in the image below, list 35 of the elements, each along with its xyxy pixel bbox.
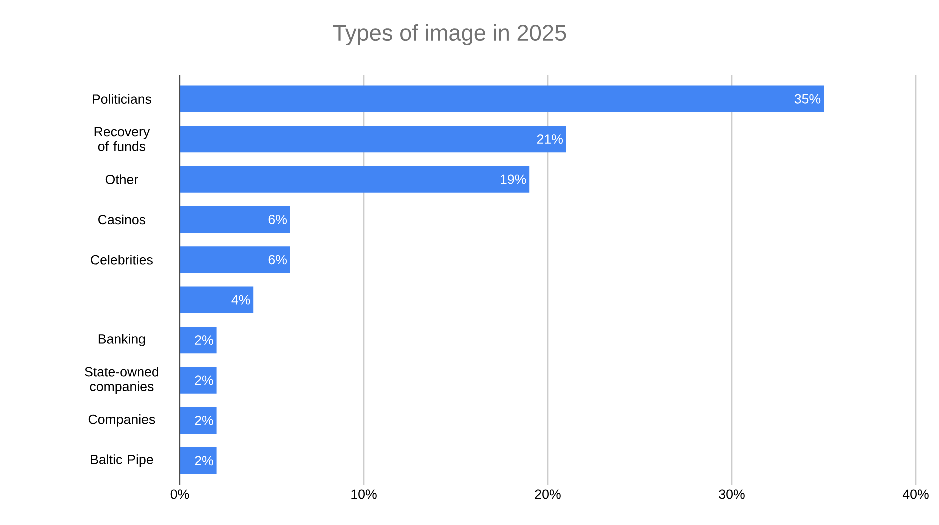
bar <box>180 286 254 314</box>
data-label: 2% <box>195 416 214 426</box>
bar <box>180 86 824 112</box>
data-label: 19% <box>501 174 526 184</box>
y-tick-label: Banking <box>98 334 146 347</box>
x-tick-label: 30% <box>719 490 745 500</box>
bar <box>180 448 217 474</box>
bar <box>180 326 217 354</box>
bar <box>180 126 566 153</box>
x-tick-label: 0% <box>170 490 190 500</box>
bar <box>180 407 217 434</box>
bar <box>180 166 530 193</box>
bar <box>180 367 217 394</box>
x-tick-label: 40% <box>902 490 929 500</box>
data-label: 2% <box>195 336 214 345</box>
x-tick-label: 10% <box>352 490 377 500</box>
data-label: 6% <box>268 214 288 224</box>
data-label: 4% <box>232 295 250 305</box>
data-label: 21% <box>537 134 564 144</box>
y-tick-label: State-owned companies <box>85 366 159 394</box>
y-tick-label: Celebrities <box>91 255 153 265</box>
y-tick-label: Companies <box>88 414 156 427</box>
y-tick-label: Baltic Pipe <box>91 454 154 468</box>
data-label: 35% <box>794 94 821 104</box>
x-tick-label: 20% <box>535 490 561 500</box>
y-tick-label: Recovery of funds <box>94 127 150 152</box>
chart-title: Types of image in 2025 <box>333 24 566 46</box>
y-tick-label: Politicians <box>93 94 152 104</box>
data-label: 2% <box>195 456 214 466</box>
bar <box>180 206 290 234</box>
bar <box>180 246 290 274</box>
data-label: 6% <box>268 255 288 265</box>
y-tick-label: Casinos <box>98 214 146 225</box>
data-label: 2% <box>195 376 214 386</box>
y-tick-label: Other <box>106 174 138 184</box>
